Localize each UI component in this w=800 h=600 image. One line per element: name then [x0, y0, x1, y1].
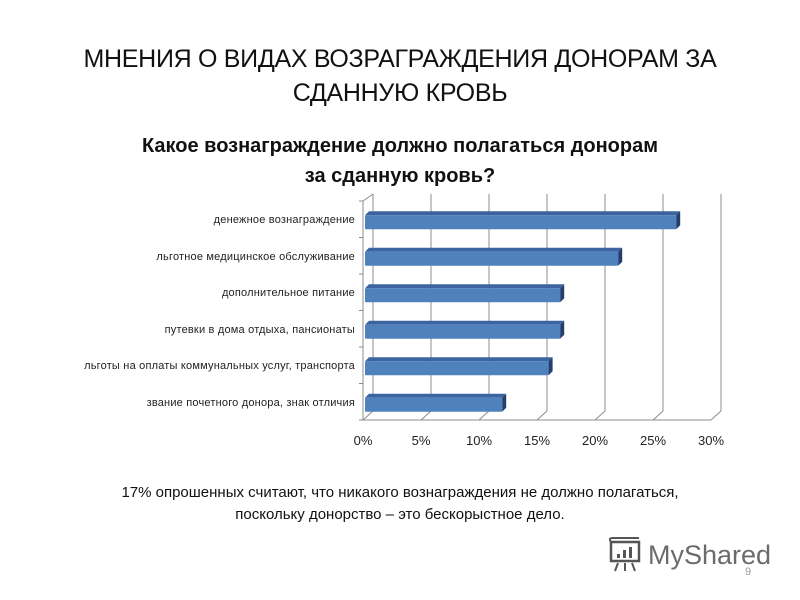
category-label: путевки в дома отдыха, пансионаты [164, 323, 355, 336]
page-number: 9 [745, 566, 752, 578]
category-label: денежное вознаграждение [213, 214, 355, 227]
x-tick-label: 30% [697, 433, 725, 448]
myshared-logo[interactable]: MyShared [608, 537, 771, 573]
slide-title-line-1: МНЕНИЯ О ВИДАХ ВОЗРАГРАЖДЕНИЯ ДОНОРАМ ЗА [83, 45, 717, 73]
chart-title-line-2: за сданную кровь? [304, 165, 496, 187]
bar-front-face [365, 361, 549, 376]
x-tick-label: 0% [353, 433, 373, 448]
slide-title-line-2: СДАННУЮ КРОВЬ [292, 79, 508, 107]
bar-top-face [365, 357, 553, 362]
chart-title: Какое вознаграждение должно полагаться д… [100, 131, 700, 191]
x-tick-label: 20% [581, 433, 609, 448]
bars [365, 211, 681, 412]
gridline-floor [652, 410, 664, 421]
bar [365, 320, 565, 339]
x-tick-label: 25% [639, 433, 667, 448]
bar-top-face [365, 247, 623, 252]
bar [365, 211, 681, 230]
gridline-floor [710, 410, 722, 421]
bar-top-face [365, 284, 565, 289]
x-tick-label: 10% [465, 433, 493, 448]
survey-note-line-1: 17% опрошенных считают, что никакого воз… [121, 484, 679, 501]
bar-top-face [365, 393, 507, 398]
gridline-floor [536, 410, 548, 421]
category-label: звание почетного донора, знак отличия [146, 396, 355, 409]
bar-end-face [560, 284, 565, 303]
bar [365, 247, 623, 266]
gridline-floor [362, 410, 374, 421]
bar-front-face [365, 324, 561, 339]
x-tick-label: 5% [411, 433, 431, 448]
survey-note: 17% опрошенных считают, что никакого воз… [80, 482, 720, 526]
category-label: льготы на оплаты коммунальных услуг, тра… [84, 360, 355, 373]
bar-end-face [502, 393, 507, 412]
bar-front-face [365, 215, 677, 230]
bar [365, 357, 553, 376]
bar-end-face [548, 357, 553, 376]
bar-front-face [365, 288, 561, 303]
bar-top-face [365, 211, 681, 216]
bar-front-face [365, 397, 503, 412]
chart-title-line-1: Какое вознаграждение должно полагаться д… [141, 135, 659, 157]
slide-title: МНЕНИЯ О ВИДАХ ВОЗРАГРАЖДЕНИЯ ДОНОРАМ ЗА… [60, 42, 740, 110]
gridline-floor [478, 410, 490, 421]
category-label: дополнительное питание [221, 287, 355, 300]
bar-end-face [618, 247, 623, 266]
y-axis-top [362, 193, 374, 202]
bar-chart-plot [359, 193, 722, 421]
x-tick-label: 15% [523, 433, 551, 448]
survey-note-line-2: поскольку донорство – это бескорыстное д… [235, 506, 565, 523]
bar-top-face [365, 320, 565, 325]
bar [365, 284, 565, 303]
bar-front-face [365, 251, 619, 266]
bar-end-face [676, 211, 681, 230]
logo-text: MyShared [648, 539, 772, 570]
bar [365, 393, 507, 412]
category-label: льготное медицинское обслуживание [156, 250, 355, 263]
presentation-board-icon [608, 537, 641, 572]
gridline-floor [420, 410, 432, 421]
bar-end-face [560, 320, 565, 339]
gridline-floor [594, 410, 606, 421]
